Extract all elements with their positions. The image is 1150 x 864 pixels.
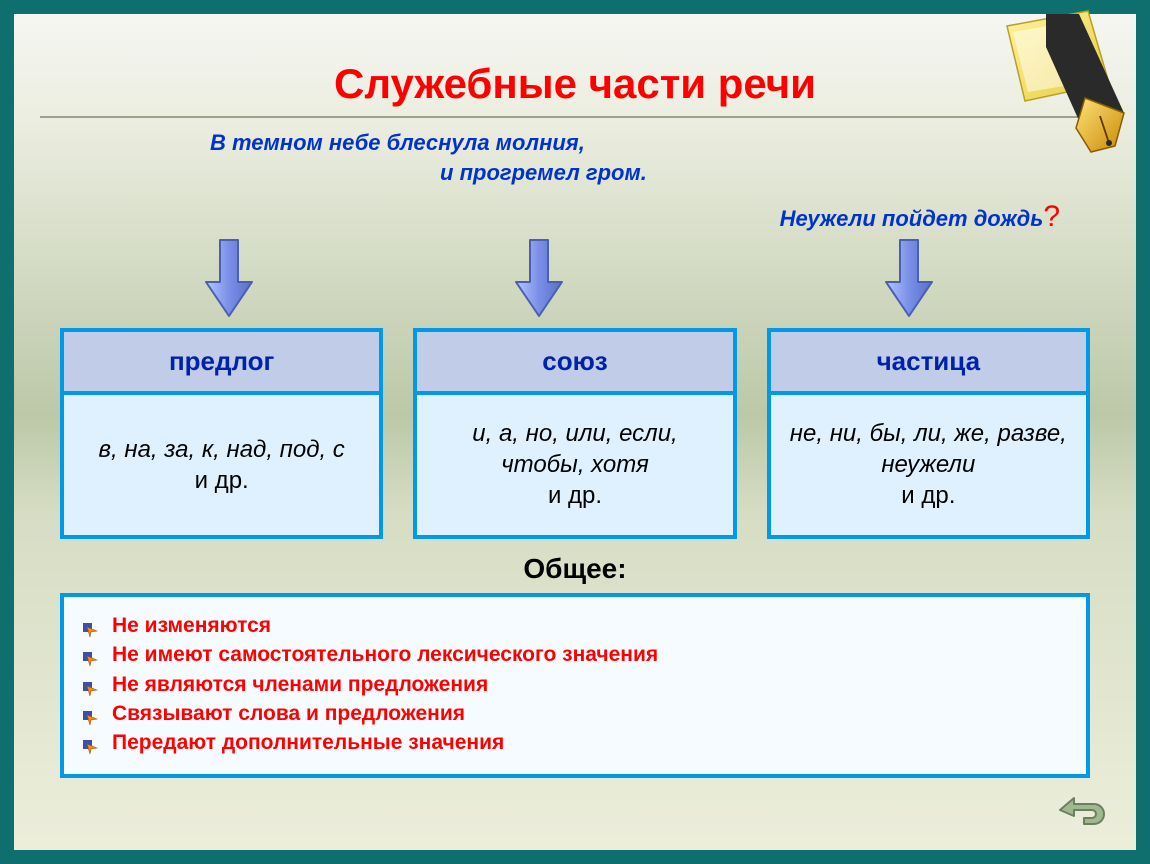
common-item: Не имеют самостоятельного лексического з… <box>80 640 1070 669</box>
example-sentences: В темном небе блеснула молния, и прогрем… <box>60 128 1090 238</box>
divider <box>40 116 1110 118</box>
common-item-text: Не имеют самостоятельного лексического з… <box>112 643 658 666</box>
common-item: Связывают слова и предложения <box>80 699 1070 728</box>
category-card: союзи, а, но, или, если, чтобы, хотя и д… <box>413 328 736 539</box>
common-item: Передают дополнительные значения <box>80 728 1070 757</box>
card-head: предлог <box>64 332 379 395</box>
common-list: Не изменяются Не имеют самостоятельного … <box>80 611 1070 758</box>
example-line-1: В темном небе блеснула молния, <box>210 128 1090 158</box>
bullet-icon <box>82 676 98 692</box>
slide: Служебные части речи В темном небе блесн… <box>14 14 1136 850</box>
category-card: частицане, ни, бы, ли, же, разве, неужел… <box>767 328 1090 539</box>
example-keyword: и <box>440 160 453 185</box>
example-text: пойдет дождь <box>876 206 1044 231</box>
example-line-2: и прогремел гром. <box>440 158 1090 188</box>
common-item: Не изменяются <box>80 611 1070 640</box>
arrows-row <box>60 238 1090 326</box>
example-keyword: В <box>210 130 226 155</box>
cards-row: предлогв, на, за, к, над, под, си др.сою… <box>60 328 1090 539</box>
card-head: союз <box>417 332 732 395</box>
down-arrow-icon <box>204 238 254 318</box>
pen-icon <box>980 8 1130 158</box>
common-item-text: Не являются членами предложения <box>112 673 488 696</box>
example-keyword: Неужели <box>780 206 876 231</box>
down-arrow-icon <box>884 238 934 318</box>
bullet-icon <box>82 646 98 662</box>
bullet-icon <box>82 617 98 633</box>
common-item: Не являются членами предложения <box>80 670 1070 699</box>
common-title: Общее: <box>60 553 1090 585</box>
example-line-3: Неужели пойдет дождь? <box>60 197 1060 238</box>
return-icon[interactable] <box>1054 784 1110 832</box>
card-body: не, ни, бы, ли, же, разве, неужели и др. <box>771 395 1086 535</box>
page-title: Служебные части речи <box>60 60 1090 108</box>
card-body: в, на, за, к, над, под, си др. <box>64 395 379 535</box>
common-item-text: Не изменяются <box>112 614 271 637</box>
common-box: Не изменяются Не имеют самостоятельного … <box>60 593 1090 778</box>
bullet-icon <box>82 705 98 721</box>
common-item-text: Связывают слова и предложения <box>112 702 465 725</box>
card-head: частица <box>771 332 1086 395</box>
example-text: прогремел гром. <box>453 160 646 185</box>
card-body: и, а, но, или, если, чтобы, хотя и др. <box>417 395 732 535</box>
common-item-text: Передают дополнительные значения <box>112 731 504 754</box>
category-card: предлогв, на, за, к, над, под, си др. <box>60 328 383 539</box>
bullet-icon <box>82 734 98 750</box>
question-mark: ? <box>1043 200 1060 233</box>
example-text: темном небе блеснула молния, <box>226 130 585 155</box>
down-arrow-icon <box>514 238 564 318</box>
